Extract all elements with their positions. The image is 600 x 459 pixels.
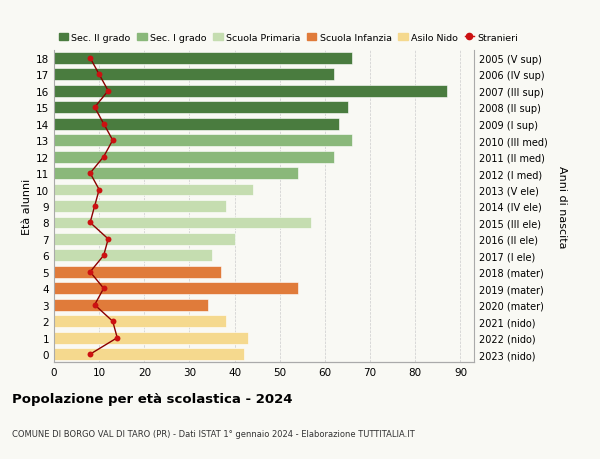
Y-axis label: Età alunni: Età alunni: [22, 179, 32, 235]
Point: [108, 318, 118, 325]
Bar: [54, 201, 226, 213]
Point: [85, 55, 95, 62]
Bar: [54, 266, 221, 278]
Bar: [54, 250, 212, 262]
Bar: [54, 86, 447, 97]
Bar: [54, 102, 347, 114]
Bar: [54, 53, 352, 65]
Point: [85, 269, 95, 276]
Y-axis label: Anni di nascita: Anni di nascita: [557, 165, 567, 248]
Text: Popolazione per età scolastica - 2024: Popolazione per età scolastica - 2024: [12, 392, 293, 405]
Point: [108, 137, 118, 145]
Bar: [54, 332, 248, 344]
Bar: [54, 348, 244, 360]
Bar: [54, 217, 311, 229]
Point: [103, 236, 113, 243]
Bar: [54, 283, 298, 295]
Bar: [54, 234, 235, 245]
Point: [94, 186, 104, 194]
Bar: [54, 135, 352, 147]
Point: [99, 154, 109, 161]
Point: [85, 351, 95, 358]
Point: [94, 72, 104, 79]
Point: [99, 252, 109, 259]
Point: [103, 88, 113, 95]
Bar: [54, 168, 298, 179]
Point: [90, 203, 100, 210]
Point: [99, 121, 109, 128]
Bar: [54, 299, 208, 311]
Point: [90, 302, 100, 309]
Point: [85, 219, 95, 227]
Point: [85, 170, 95, 177]
Bar: [54, 316, 226, 327]
Bar: [54, 151, 334, 163]
Point: [90, 104, 100, 112]
Bar: [54, 118, 338, 130]
Point: [99, 285, 109, 292]
Bar: [54, 184, 253, 196]
Legend: Sec. II grado, Sec. I grado, Scuola Primaria, Scuola Infanzia, Asilo Nido, Stran: Sec. II grado, Sec. I grado, Scuola Prim…: [59, 34, 518, 43]
Bar: [54, 69, 334, 81]
Text: COMUNE DI BORGO VAL DI TARO (PR) - Dati ISTAT 1° gennaio 2024 - Elaborazione TUT: COMUNE DI BORGO VAL DI TARO (PR) - Dati …: [12, 429, 415, 438]
Point: [112, 334, 122, 341]
